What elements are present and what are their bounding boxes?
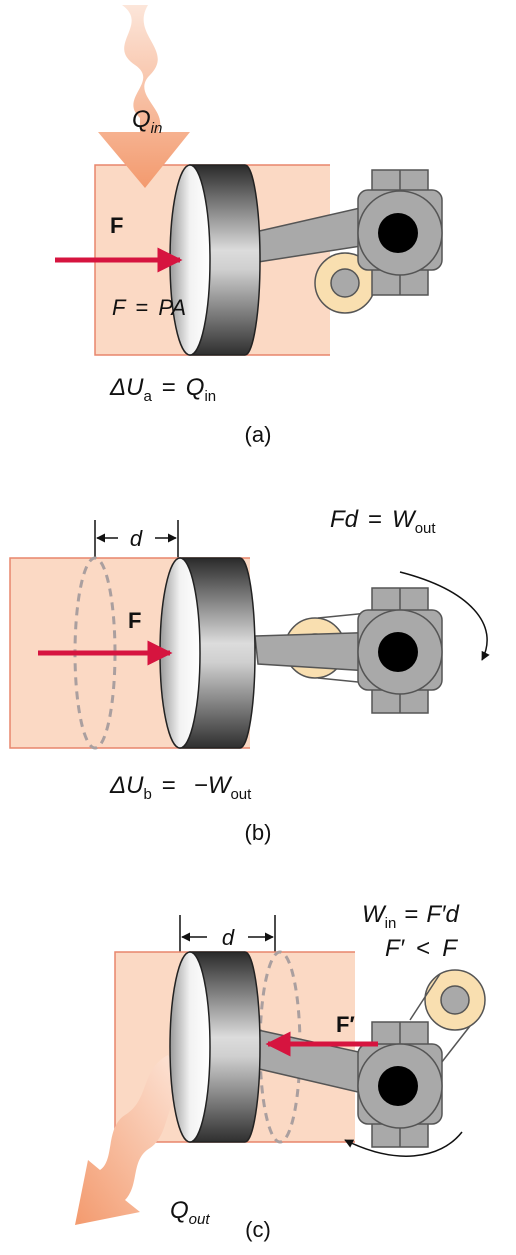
force-label-c: F′ — [336, 1012, 355, 1037]
panel-c: Win = F′d F′ < F d Qout — [75, 901, 486, 1242]
work-equation-b: Fd = Wout — [330, 506, 436, 537]
distance-label-b: d — [130, 526, 143, 551]
heat-out-label: Qout — [170, 1197, 210, 1228]
rotation-arrow-c — [344, 1131, 463, 1157]
panel-b: Fd = Wout d — [9, 506, 490, 845]
inequality-c: F′ < F — [385, 935, 458, 962]
force-label-b: F — [128, 608, 141, 633]
caption-b: (b) — [245, 820, 272, 845]
piston-a — [169, 164, 261, 356]
bearing-block-b — [357, 587, 443, 714]
heat-in-arrow — [98, 5, 190, 188]
rotation-arrow-b — [399, 571, 490, 661]
force-label-a: F — [110, 213, 123, 238]
distance-marker-c — [179, 915, 276, 955]
caption-a: (a) — [245, 422, 272, 447]
pressure-equation-a: F = PA — [112, 295, 186, 320]
work-equation-c: Win = F′d — [362, 901, 460, 932]
panel-a: Qin F F = PA ΔUa = Qin (a) — [55, 5, 443, 447]
piston-b — [159, 557, 256, 749]
bearing-block-c — [357, 1021, 443, 1148]
heat-in-label: Qin — [132, 106, 162, 137]
crank-pin-c — [440, 985, 470, 1015]
crank-pin-a — [330, 268, 360, 298]
caption-c: (c) — [245, 1217, 271, 1242]
distance-marker-b — [94, 520, 179, 560]
heat-out-arrow — [75, 1055, 190, 1225]
bearing-block-a — [357, 169, 443, 296]
distance-label-c: d — [222, 925, 235, 950]
energy-equation-a: ΔUa = Qin — [109, 374, 216, 405]
piston-c — [169, 951, 261, 1143]
energy-equation-b: ΔUb = −Wout — [109, 772, 252, 803]
